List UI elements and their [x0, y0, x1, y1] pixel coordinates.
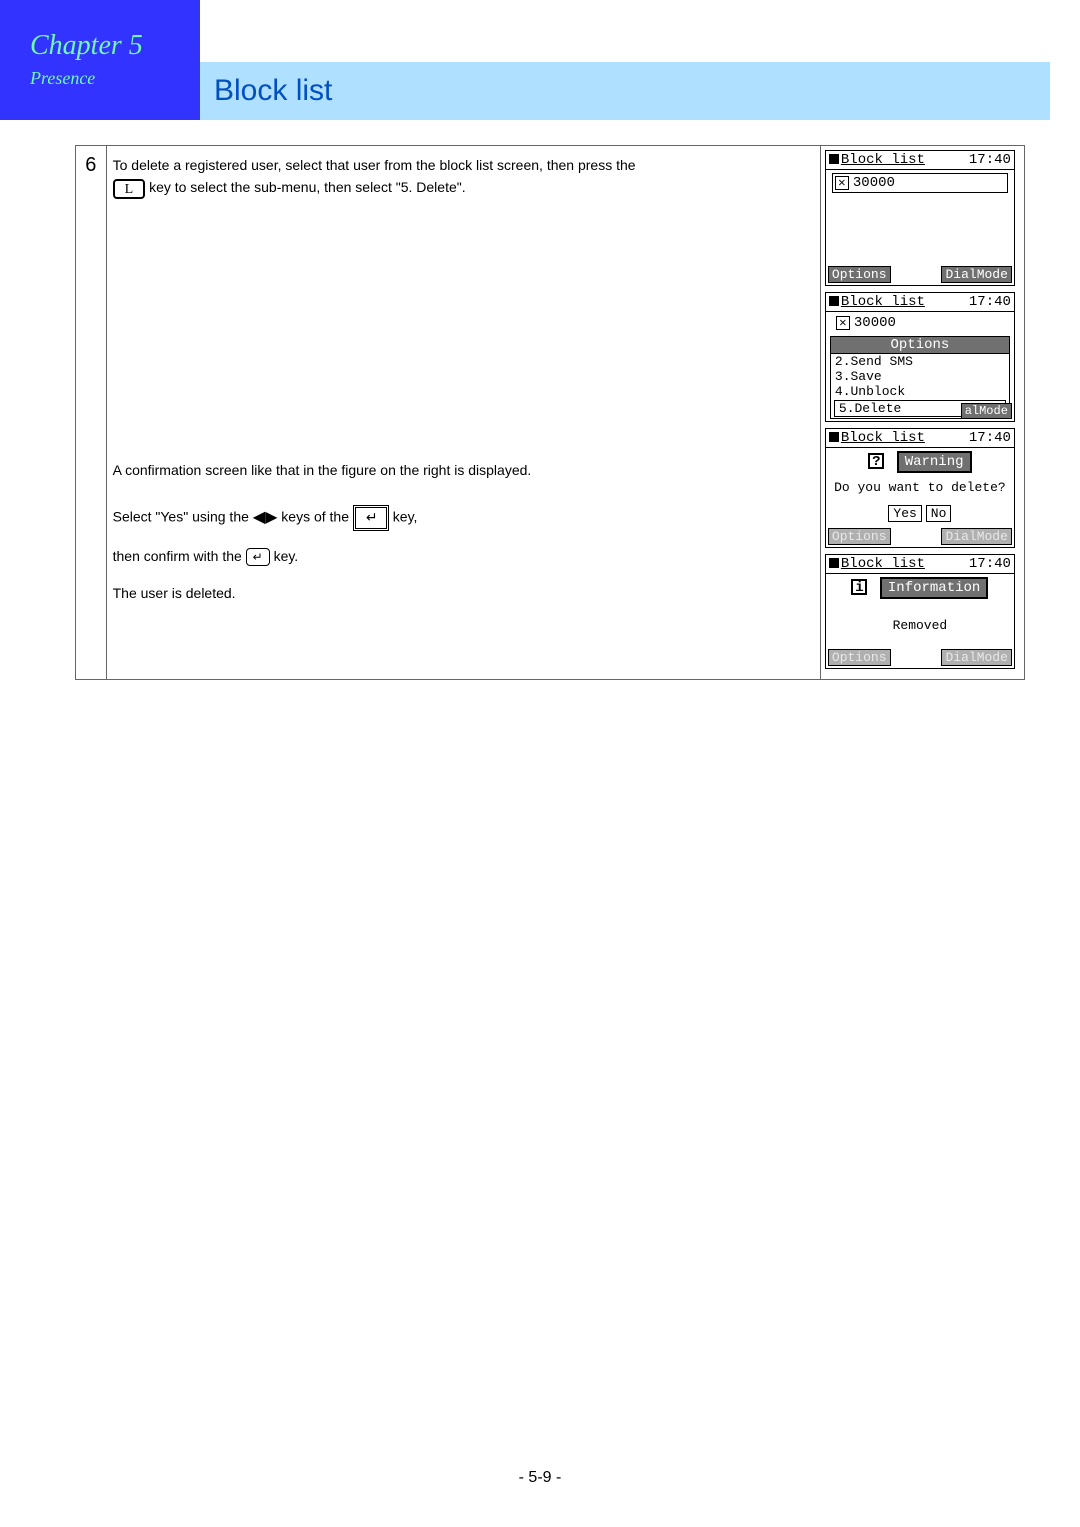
instruction-cell: To delete a registered user, select that… — [106, 146, 820, 680]
chapter-subtitle: Presence — [30, 68, 200, 89]
instruction-table: 6 To delete a registered user, select th… — [75, 145, 1025, 680]
instr-text-2: A confirmation screen like that in the f… — [113, 462, 532, 478]
instr-text-3b: keys of the — [281, 509, 353, 525]
multi-key-icon — [353, 505, 389, 531]
menu-item-4[interactable]: 4.Unblock — [831, 384, 1009, 399]
yes-button[interactable]: Yes — [888, 505, 921, 522]
ps3-title: Block list — [841, 430, 925, 446]
ps2-entry: 30000 — [854, 315, 896, 331]
ps3-options-softkey: Options — [828, 528, 891, 545]
left-right-arrow-icon: ◀▶ — [253, 509, 278, 526]
yes-no-row: Yes No — [826, 505, 1014, 522]
instr-text-3c: key, — [393, 509, 418, 525]
ps1-time: 17:40 — [969, 152, 1011, 168]
step-number: 6 — [76, 146, 107, 680]
instr-text-1b: key to select the sub-menu, then select … — [149, 179, 466, 195]
ps3-dialmode-softkey: DialMode — [941, 528, 1011, 545]
enter-key-icon: ↵ — [246, 548, 270, 566]
ps4-title: Block list — [841, 556, 925, 572]
ps1-options-softkey[interactable]: Options — [828, 266, 891, 283]
ps4-dialmode-softkey: DialMode — [941, 649, 1011, 666]
ps2-almode-softkey[interactable]: alMode — [961, 403, 1012, 419]
ps4-options-softkey: Options — [828, 649, 891, 666]
phone-screen-1: Block list 17:40 ✕ 30000 Options DialMode — [825, 150, 1015, 286]
menu-item-2[interactable]: 2.Send SMS — [831, 354, 1009, 369]
ps4-time: 17:40 — [969, 556, 1011, 572]
warning-label: Warning — [897, 451, 972, 473]
page-number: - 5-9 - — [0, 1469, 1080, 1487]
screenshots-cell: Block list 17:40 ✕ 30000 Options DialMode… — [820, 146, 1024, 680]
phone-screen-2: Block list 17:40 ✕ 30000 Options 2.Send S… — [825, 292, 1015, 422]
section-bar: Block list — [200, 62, 1050, 120]
menu-header: Options — [831, 337, 1009, 354]
chapter-title: Chapter 5 — [30, 30, 200, 62]
instr-text-4b: key. — [274, 548, 299, 564]
ps2-time: 17:40 — [969, 294, 1011, 310]
phone-screen-3: Block list 17:40 ? Warning Do you want t… — [825, 428, 1015, 548]
no-button[interactable]: No — [926, 505, 952, 522]
info-icon: i — [851, 579, 867, 595]
question-icon: ? — [868, 453, 884, 469]
block-icon: ✕ — [836, 316, 850, 330]
info-label: Information — [880, 577, 988, 599]
chapter-header: Chapter 5 Presence — [0, 0, 200, 120]
block-icon: ✕ — [835, 176, 849, 190]
section-title: Block list — [214, 74, 332, 108]
l-key-icon: L — [113, 179, 146, 199]
instr-text-1a: To delete a registered user, select that… — [113, 157, 636, 173]
instr-text-3a: Select "Yes" using the — [113, 509, 253, 525]
phone-screen-4: Block list 17:40 i Information Removed O… — [825, 554, 1015, 669]
removed-text: Removed — [826, 602, 1014, 649]
ps2-title: Block list — [841, 294, 925, 310]
ps1-dialmode-softkey[interactable]: DialMode — [941, 266, 1011, 283]
ps1-title: Block list — [841, 152, 925, 168]
instr-text-4a: then confirm with the — [113, 548, 246, 564]
ps3-time: 17:40 — [969, 430, 1011, 446]
confirm-text: Do you want to delete? — [826, 476, 1014, 499]
ps1-entry: 30000 — [853, 175, 895, 191]
menu-item-3[interactable]: 3.Save — [831, 369, 1009, 384]
instr-text-5: The user is deleted. — [113, 585, 236, 601]
